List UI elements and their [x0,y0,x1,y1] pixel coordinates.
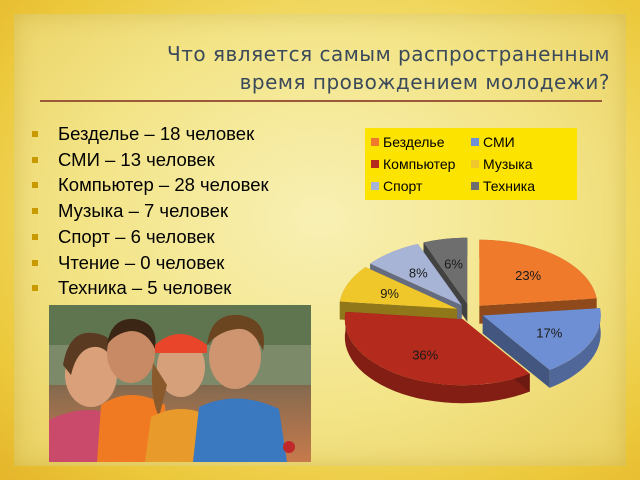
pie-slice-СМИ [482,308,601,370]
legend-label: Безделье [383,133,445,150]
bullet-text: Техника – 5 человек [58,277,232,299]
pie-data-label: 6% [444,257,463,272]
bullet-text: Музыка – 7 человек [58,200,229,222]
legend-label: Компьютер [383,155,456,172]
bullet-item: Техника – 5 человек [30,275,350,301]
bullet-text: Спорт – 6 человек [58,225,215,247]
legend-swatch [371,159,379,168]
slide-title: Что является самым распространенным врем… [40,40,610,96]
pie-slice-side [482,315,550,388]
bullet-item: СМИ – 13 человек [30,147,350,173]
pie-slice-Компьютер [344,311,530,386]
bullet-icon [32,233,38,240]
pie-slice-wall [549,308,601,388]
bullet-icon [32,156,38,163]
legend-label: Музыка [483,155,533,172]
bullet-icon [32,182,38,189]
bullet-text: СМИ – 13 человек [58,148,215,170]
bullet-icon [32,208,38,215]
legend-item: СМИ [471,132,571,151]
bullet-text: Безделье – 18 человек [58,123,255,144]
bullet-item: Компьютер – 28 человек [30,172,350,198]
bullet-item: Чтение – 0 человек [30,250,350,276]
legend-item: Безделье [371,132,471,151]
slide-title-line-1: Что является самым распространенным [167,42,610,66]
photo-illustration [49,305,311,462]
pie-slice-Техника [423,237,468,304]
pie-data-label: 8% [409,265,428,280]
bullet-text: Чтение – 0 человек [58,251,225,273]
bullet-icon [32,259,38,266]
legend-item: Техника [471,177,571,196]
pie-slice-Музыка [339,267,458,309]
pie-slice-Безделье [479,239,597,306]
pie-slice-wall [344,311,530,404]
legend-item: Спорт [371,177,471,196]
legend-item: Музыка [471,154,571,173]
stats-bullet-list: Безделье – 18 человек СМИ – 13 человек К… [30,121,350,301]
pie-data-label: 17% [536,325,562,340]
bullet-icon [32,285,38,292]
pie-slice-Спорт [370,243,462,306]
teenagers-photo [49,305,311,462]
pie-data-label: 9% [380,286,399,301]
bullet-text: Компьютер – 28 человек [58,174,269,196]
bullet-item: Безделье – 18 человек [30,121,350,147]
legend-swatch [471,159,479,168]
chart-legend: Безделье СМИ Компьютер Музыка Спорт Техн… [365,128,577,200]
legend-swatch [371,137,379,146]
bullet-item: Спорт – 6 человек [30,224,350,250]
pie-data-label: 36% [412,347,438,362]
pie-chart: 23% 17% 36% 9% 8% 6% [339,237,601,404]
bullet-item: Музыка – 7 человек [30,198,350,224]
pie-data-label: 23% [515,268,541,283]
legend-label: Спорт [383,178,423,195]
slide-title-line-2: время провождением молодежи? [239,70,610,94]
legend-item: Компьютер [371,154,471,173]
legend-label: Техника [483,178,536,195]
title-divider [40,100,602,102]
bullet-icon [32,131,38,137]
legend-swatch [471,182,479,191]
legend-label: СМИ [483,133,515,150]
legend-swatch [471,137,479,146]
legend-swatch [371,182,379,191]
